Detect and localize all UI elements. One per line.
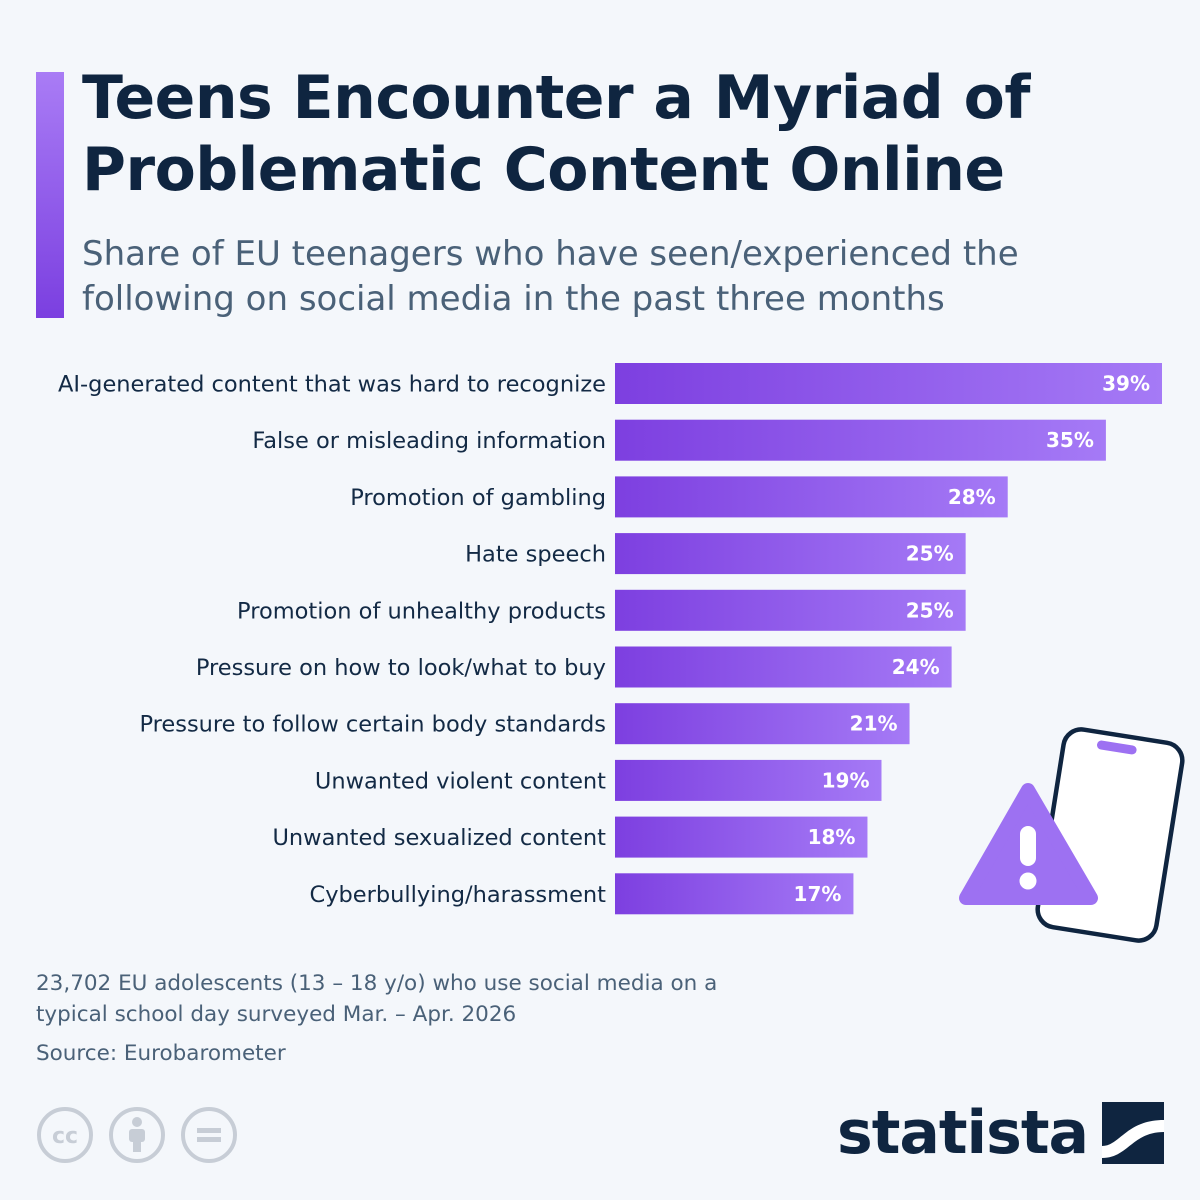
brand-wordmark: statista — [836, 1098, 1089, 1168]
brand-logo[interactable]: statista — [837, 1098, 1164, 1168]
chart-subtitle: Share of EU teenagers who have seen/expe… — [82, 234, 1019, 319]
category-label: Unwanted violent content — [315, 768, 606, 794]
category-label: Pressure to follow certain body standard… — [139, 712, 606, 738]
value-label: 25% — [906, 542, 954, 566]
category-label: False or misleading information — [252, 428, 606, 454]
value-label: 35% — [1046, 428, 1094, 452]
title-accent-bar — [36, 72, 64, 318]
survey-note: 23,702 EU adolescents (13 – 18 y/o) who … — [36, 971, 718, 1027]
category-label: Cyberbullying/harassment — [309, 882, 606, 908]
cc-icon[interactable]: cc — [36, 1106, 94, 1164]
value-label: 39% — [1102, 372, 1150, 396]
bar — [615, 816, 868, 858]
no-derivatives-icon[interactable] — [180, 1106, 238, 1164]
value-label: 17% — [794, 882, 842, 906]
category-label: Pressure on how to look/what to buy — [196, 655, 606, 681]
value-label: 19% — [822, 768, 870, 792]
bar — [615, 363, 1162, 404]
bar — [615, 873, 854, 915]
value-label: 21% — [850, 712, 898, 736]
category-label: AI-generated content that was hard to re… — [58, 372, 606, 398]
category-label: Promotion of gambling — [350, 485, 606, 511]
bar — [615, 759, 882, 801]
value-label: 28% — [948, 485, 996, 509]
bar — [615, 533, 966, 575]
bar — [615, 419, 1106, 461]
value-label: 18% — [808, 825, 856, 849]
chart-title: Teens Encounter a Myriad of Problematic … — [82, 63, 1030, 205]
license-icons: cc — [36, 1106, 238, 1164]
bar — [615, 589, 966, 631]
value-label: 24% — [892, 655, 940, 679]
source-line: Source: Eurobarometer — [36, 1041, 286, 1066]
bar — [615, 476, 1008, 518]
bar — [615, 646, 952, 688]
attribution-icon[interactable] — [108, 1106, 166, 1164]
svg-text:cc: cc — [52, 1124, 78, 1149]
warning-triangle-icon — [959, 783, 1098, 905]
category-label: Promotion of unhealthy products — [237, 598, 606, 624]
value-label: 25% — [906, 598, 954, 622]
category-label: Unwanted sexualized content — [272, 825, 606, 851]
category-label: Hate speech — [465, 542, 606, 568]
statista-logo-icon — [1102, 1102, 1164, 1164]
bar — [615, 703, 910, 745]
